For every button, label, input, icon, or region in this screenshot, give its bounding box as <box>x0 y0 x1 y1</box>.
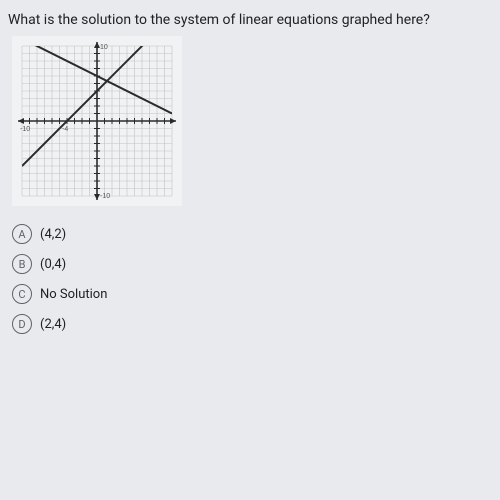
answer-letter: D <box>12 314 32 334</box>
xlabel-neg10: -10 <box>20 126 30 133</box>
answer-letter: A <box>12 224 32 244</box>
answer-option-b[interactable]: B (0,4) <box>12 254 488 274</box>
xlabel-neg4: -4 <box>62 126 68 133</box>
question-block: What is the solution to the system of li… <box>0 0 500 356</box>
answer-text: No Solution <box>40 287 107 302</box>
answer-text: (2,4) <box>40 317 66 332</box>
answer-option-d[interactable]: D (2,4) <box>12 314 488 334</box>
question-text: What is the solution to the system of li… <box>8 12 492 28</box>
graph-svg: -10 -4 10 -10 <box>12 36 182 206</box>
answer-letter: C <box>12 284 32 304</box>
answer-text: (0,4) <box>40 257 66 272</box>
answer-list: A (4,2) B (0,4) C No Solution D (2,4) <box>8 224 492 334</box>
graph-figure: -10 -4 10 -10 <box>12 36 492 210</box>
answer-option-a[interactable]: A (4,2) <box>12 224 488 244</box>
answer-text: (4,2) <box>40 227 66 242</box>
ylabel-top: 10 <box>100 44 108 51</box>
answer-letter: B <box>12 254 32 274</box>
ylabel-bot: -10 <box>100 193 110 200</box>
answer-option-c[interactable]: C No Solution <box>12 284 488 304</box>
